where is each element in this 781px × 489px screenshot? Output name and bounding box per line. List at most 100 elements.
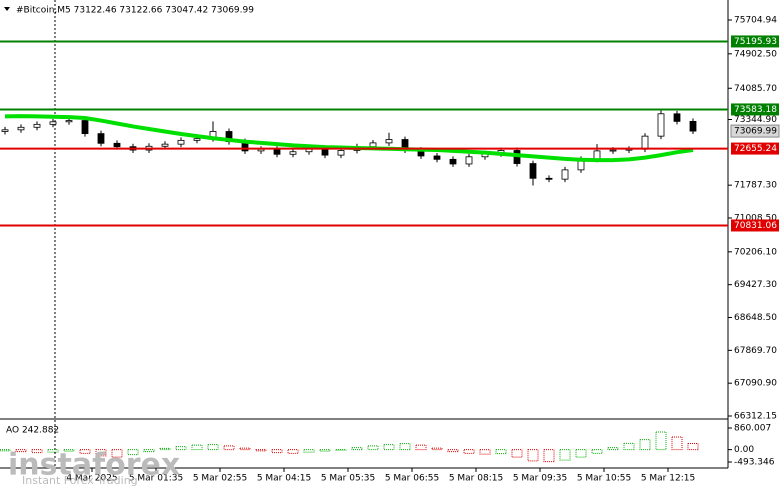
ao-bar: [431, 447, 443, 451]
ao-bar: [287, 449, 299, 454]
x-tick-label: 5 Mar 02:55: [193, 474, 247, 484]
level-label: 73583.18: [734, 105, 777, 115]
candle-body: [385, 139, 393, 144]
candle-body: [465, 156, 473, 165]
ao-bar: [111, 449, 123, 458]
watermark-brand: instaforex: [8, 448, 180, 483]
ao-bar: [655, 431, 667, 451]
candle-body: [689, 120, 697, 132]
x-tick-label: 5 Mar 09:35: [513, 474, 567, 484]
ao-bar: [319, 449, 331, 452]
ao-bar: [271, 449, 283, 454]
x-tick-label: 5 Mar 08:15: [449, 474, 503, 484]
ao-bar: [207, 444, 219, 451]
candle-body: [657, 113, 665, 137]
candle-body: [449, 158, 457, 165]
ao-bar: [239, 447, 251, 451]
ao-bar: [463, 449, 475, 454]
candle-body: [545, 177, 553, 180]
last-price-bg: [730, 124, 780, 138]
ao-bar: [31, 449, 43, 454]
last-price-label: 73069.99: [734, 127, 777, 137]
candle-body: [81, 120, 89, 135]
ao-bar: [303, 449, 315, 453]
indicator-tick-label: 860.007: [734, 424, 771, 434]
y-tick-label: 73344.90: [734, 115, 777, 125]
candle-body: [97, 133, 105, 144]
candle-body: [65, 120, 73, 123]
ao-bar: [383, 444, 395, 451]
ao-bar: [47, 449, 59, 453]
candle-body: [289, 151, 297, 155]
ao-bar: [559, 449, 571, 461]
x-tick-label: 5 Mar 10:55: [577, 474, 631, 484]
ao-bar: [63, 449, 75, 452]
y-tick-label: 67090.90: [734, 379, 777, 389]
ao-bar: [351, 447, 363, 451]
y-tick-label: 68648.50: [734, 313, 777, 323]
candle-body: [193, 138, 201, 141]
ao-bar: [335, 449, 347, 451]
candle-body: [113, 142, 121, 148]
candle-body: [337, 150, 345, 156]
x-tick-label: 5 Mar 06:55: [385, 474, 439, 484]
level-label-bg: [731, 219, 779, 232]
candle-body: [33, 123, 41, 128]
ao-bar: [511, 449, 523, 458]
x-tick-label: 5 Mar 04:15: [257, 474, 311, 484]
plot-layer: 75704.94 74902.50 74085.70 73344.90 71787.30…: [0, 15, 780, 484]
ao-bar: [15, 449, 27, 453]
candle-body: [529, 163, 537, 179]
ao-bar: [159, 447, 171, 451]
y-tick-label: 69427.30: [734, 280, 777, 290]
candle-body: [673, 113, 681, 122]
ao-bar: [79, 449, 91, 454]
level-label: 72655.24: [734, 144, 777, 154]
ao-bar: [527, 449, 539, 462]
ao-bar: [623, 442, 635, 451]
indicator-title: AO 242.882: [6, 426, 59, 436]
candle-body: [609, 149, 617, 152]
ao-bar: [175, 446, 187, 451]
indicator-tick-label: -493.346: [734, 458, 775, 468]
y-tick-label: 67869.70: [734, 346, 777, 356]
x-tick-label: 5 Mar 01:35: [129, 474, 183, 484]
ao-bar: [95, 449, 107, 457]
candle-body: [161, 143, 169, 147]
level-label: 70831.06: [734, 221, 777, 231]
candle-body: [641, 135, 649, 150]
ao-bar: [223, 445, 235, 451]
y-tick-label: 71008.50: [734, 214, 777, 224]
ao-bar: [687, 443, 699, 451]
x-tick-label: 5 Mar 05:35: [321, 474, 375, 484]
y-tick-label: 70206.10: [734, 247, 777, 257]
ao-bar: [479, 449, 491, 455]
ao-bar: [495, 449, 507, 455]
ao-bar: [575, 449, 587, 458]
x-tick-label: 5 Mar 12:15: [641, 474, 695, 484]
ao-bar: [591, 449, 603, 454]
level-label: 75195.93: [734, 37, 777, 47]
ao-bar: [127, 449, 139, 456]
ao-bar: [399, 443, 411, 451]
ao-bar: [671, 436, 683, 451]
watermark-tagline: Instant Forex Trading: [22, 474, 138, 487]
candle-body: [17, 126, 25, 131]
y-tick-label: 66312.15: [734, 412, 777, 422]
candle-body: [177, 139, 185, 145]
candle-body: [369, 142, 377, 148]
ao-bar: [143, 449, 155, 453]
candle-body: [49, 121, 57, 125]
ao-bar: [255, 449, 267, 452]
ao-bar: [367, 445, 379, 451]
y-tick-label: 75704.94: [734, 15, 777, 25]
level-label-bg: [731, 35, 779, 48]
candle-body: [593, 150, 601, 160]
y-tick-label: 74902.50: [734, 49, 777, 59]
x-tick-label: 4 Mar 2025: [66, 474, 117, 484]
header-arrow: [4, 7, 10, 11]
candle-body: [273, 148, 281, 155]
level-label-bg: [731, 142, 779, 155]
